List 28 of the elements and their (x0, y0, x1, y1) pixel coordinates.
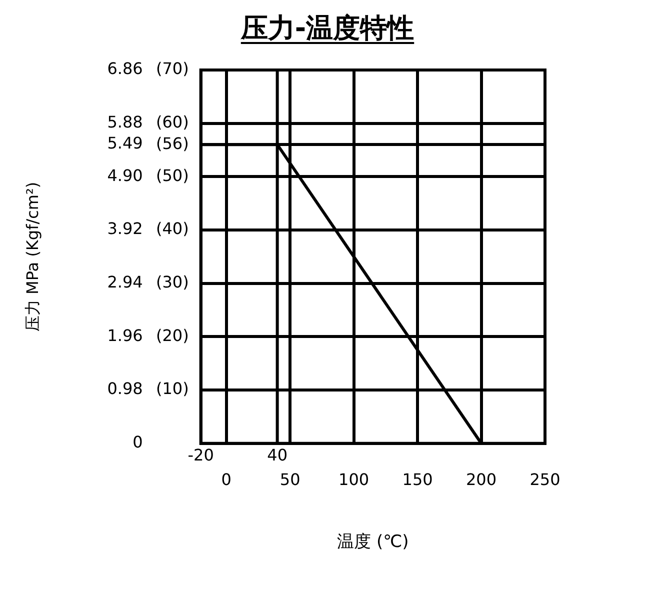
y-tick-label: 6.86 (107, 59, 143, 78)
y-tick-label: 2.94 (107, 272, 143, 292)
y2-tick-label: (56) (156, 134, 189, 153)
y-axis-title: 压力 MPa (Kgf/cm²) (22, 182, 42, 332)
y-tick-label: 5.88 (107, 112, 143, 132)
x-tick-label: 50 (280, 470, 300, 490)
y-tick-label: 1.96 (107, 326, 143, 345)
y2-tick-label: (10) (156, 379, 189, 398)
x-tick-label: 250 (530, 470, 560, 490)
y2-tick-label: (70) (156, 59, 189, 78)
x-tick-label: 150 (402, 470, 433, 490)
y-tick-label: 0 (132, 432, 143, 452)
y2-tick-label: (50) (156, 166, 189, 185)
y2-tick-label: (60) (156, 112, 189, 132)
y2-tick-label: (40) (156, 219, 189, 238)
y2-tick-label: (20) (156, 326, 189, 345)
y-tick-label: 3.92 (107, 219, 143, 238)
chart-title: 压力-温度特性 (240, 13, 414, 44)
x-tick-label: 100 (338, 470, 370, 490)
x-axis-title: 温度 (℃) (337, 532, 409, 552)
y2-tick-label: (30) (156, 272, 189, 292)
x-tick-label: 0 (221, 470, 232, 490)
text: -20 (188, 446, 214, 465)
ref-line-label: 40 (267, 446, 288, 465)
y-tick-label: 4.90 (107, 166, 143, 185)
y-tick-label: 0.98 (107, 379, 143, 398)
x-tick-label: 200 (466, 470, 497, 490)
y-tick-label: 5.49 (107, 134, 143, 153)
